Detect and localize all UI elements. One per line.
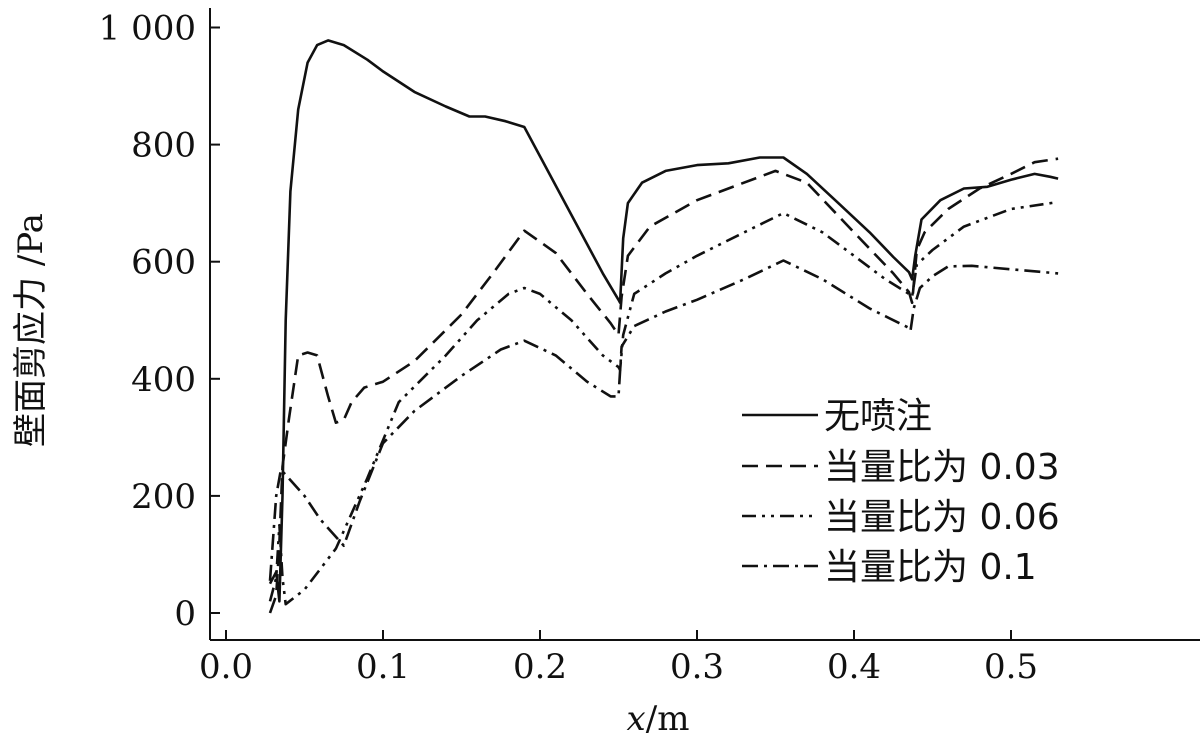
x-tick-label-5: 0.5 (984, 647, 1038, 687)
x-tick-label-2: 0.2 (513, 647, 567, 687)
series-line-3 (268, 259, 1059, 581)
x-tick-label-4: 0.4 (827, 647, 881, 687)
y-ticks-group: 0 200 400 600 800 1 000 (99, 9, 220, 634)
x-axis-title: x/m (627, 699, 690, 739)
y-tick-label-4: 800 (131, 126, 196, 166)
y-tick-label-5: 1 000 (99, 9, 196, 49)
y-tick-label-0: 0 (174, 594, 196, 634)
x-tick-label-3: 0.3 (670, 647, 724, 687)
y-tick-label-1: 200 (131, 477, 196, 517)
legend-label-0: 无喷注 (824, 396, 932, 437)
y-tick-label-3: 600 (131, 243, 196, 283)
y-axis-title: 壁面剪应力 /Pa (11, 213, 51, 447)
x-tick-label-0: 0.0 (199, 647, 253, 687)
legend: 无喷注 当量比为 0.03 当量比为 0.06 当量比为 0.1 (742, 396, 1060, 588)
series-line-1 (268, 157, 1059, 614)
y-tick-label-2: 400 (131, 360, 196, 400)
series-line-2 (268, 200, 1059, 606)
x-axis-unit: m (657, 699, 689, 739)
legend-label-2: 当量比为 0.06 (824, 497, 1060, 538)
x-axis-variable: x (627, 699, 646, 739)
x-ticks-group: 0.0 0.1 0.2 0.3 0.4 0.5 (199, 630, 1038, 687)
x-axis-separator: / (646, 699, 658, 739)
legend-label-3: 当量比为 0.1 (824, 547, 1037, 588)
series-group (268, 39, 1059, 614)
x-tick-label-1: 0.1 (356, 647, 410, 687)
legend-label-1: 当量比为 0.03 (824, 447, 1060, 488)
